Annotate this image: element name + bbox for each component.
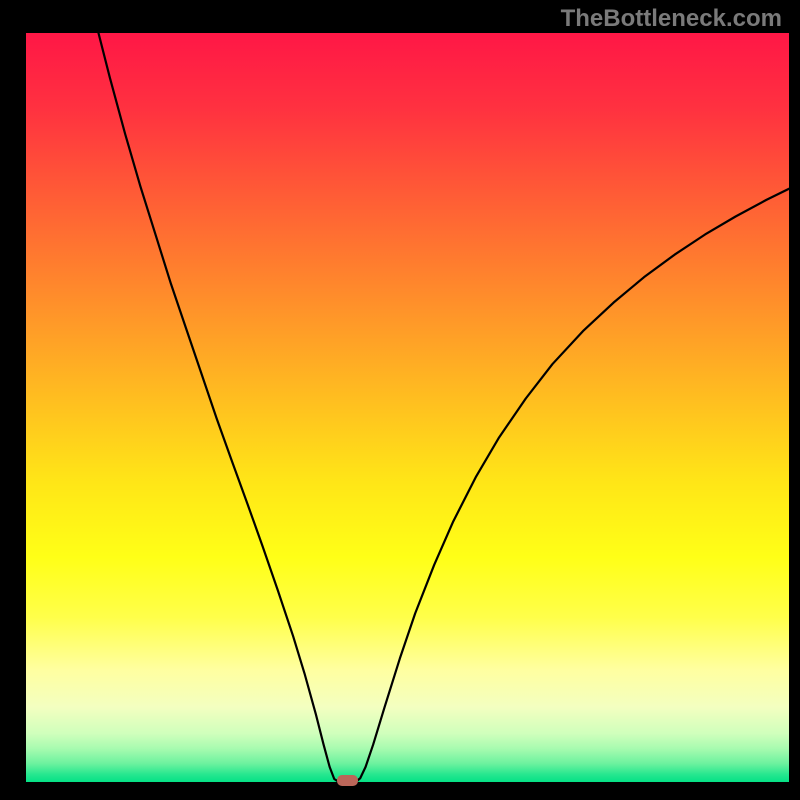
plot-area (26, 33, 789, 782)
plot-svg (26, 33, 789, 782)
watermark-text: TheBottleneck.com (561, 5, 782, 33)
gradient-background (26, 33, 789, 782)
bottleneck-marker (337, 775, 358, 786)
